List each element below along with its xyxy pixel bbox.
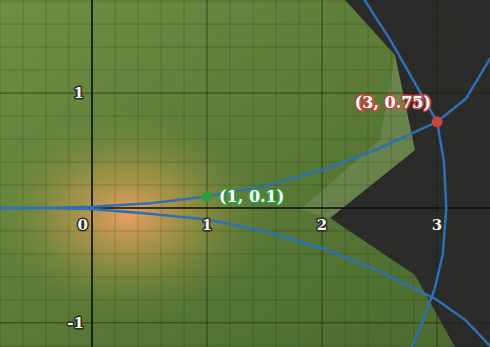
minor-grid: [0, 276, 490, 277]
grid-line: [207, 0, 208, 347]
curve: [0, 59, 490, 208]
minor-grid: [0, 345, 490, 346]
minor-grid: [276, 0, 277, 347]
minor-grid: [0, 1, 490, 2]
y-tick-label: 1: [74, 84, 84, 102]
minor-grid: [0, 47, 490, 48]
x-tick-label: 3: [432, 216, 442, 234]
minor-grid: [0, 230, 490, 231]
tick-labels: 0 1 2 3 -1 1: [67, 84, 442, 332]
minor-grid: [391, 0, 392, 347]
minor-grid: [437, 0, 438, 347]
minor-grid: [69, 0, 70, 347]
chart: 0 1 2 3 -1 1 (1, 0.1) (3, 0.75): [0, 0, 490, 347]
y-axis: [91, 0, 93, 347]
minor-grid: [483, 0, 484, 347]
minor-grid: [184, 0, 185, 347]
x-tick-label: 0: [78, 216, 88, 234]
minor-grid: [460, 0, 461, 347]
y-tick-label: -1: [67, 314, 84, 332]
minor-grid: [0, 139, 490, 140]
minor-grid: [0, 116, 490, 117]
minor-grid: [368, 0, 369, 347]
minor-grid: [0, 299, 490, 300]
grid-line: [437, 0, 438, 347]
point[interactable]: [432, 116, 443, 127]
point-label: (3, 0.75): [355, 93, 431, 112]
curve: [0, 208, 490, 346]
grid-line: [92, 0, 93, 347]
minor-grid: [0, 253, 490, 254]
minor-grid: [0, 184, 490, 185]
minor-grid: [299, 0, 300, 347]
point-labels: (1, 0.1) (3, 0.75): [219, 93, 431, 207]
minor-grid: [0, 70, 490, 71]
minor-grid: [46, 0, 47, 347]
minor-grid: [115, 0, 116, 347]
minor-grid: [207, 0, 208, 347]
grid: [0, 0, 490, 347]
minor-grid: [0, 0, 1, 347]
curve: [365, 0, 447, 347]
minor-grid: [414, 0, 415, 347]
x-tick-label: 2: [317, 216, 327, 234]
point[interactable]: [202, 191, 213, 202]
minor-grid: [161, 0, 162, 347]
background: [0, 0, 490, 347]
minor-grid: [322, 0, 323, 347]
x-tick-label: 1: [202, 216, 212, 234]
point-label: (1, 0.1): [219, 187, 284, 206]
minor-grid: [92, 0, 93, 347]
glow: [0, 0, 490, 347]
minor-grid: [0, 24, 490, 25]
minor-grid: [0, 162, 490, 163]
minor-grid: [230, 0, 231, 347]
minor-grid: [345, 0, 346, 347]
minor-grid: [23, 0, 24, 347]
grid-line: [322, 0, 323, 347]
plot-area: [0, 0, 490, 347]
minor-grid: [253, 0, 254, 347]
leaf-photo: [0, 0, 490, 347]
minor-grid: [138, 0, 139, 347]
